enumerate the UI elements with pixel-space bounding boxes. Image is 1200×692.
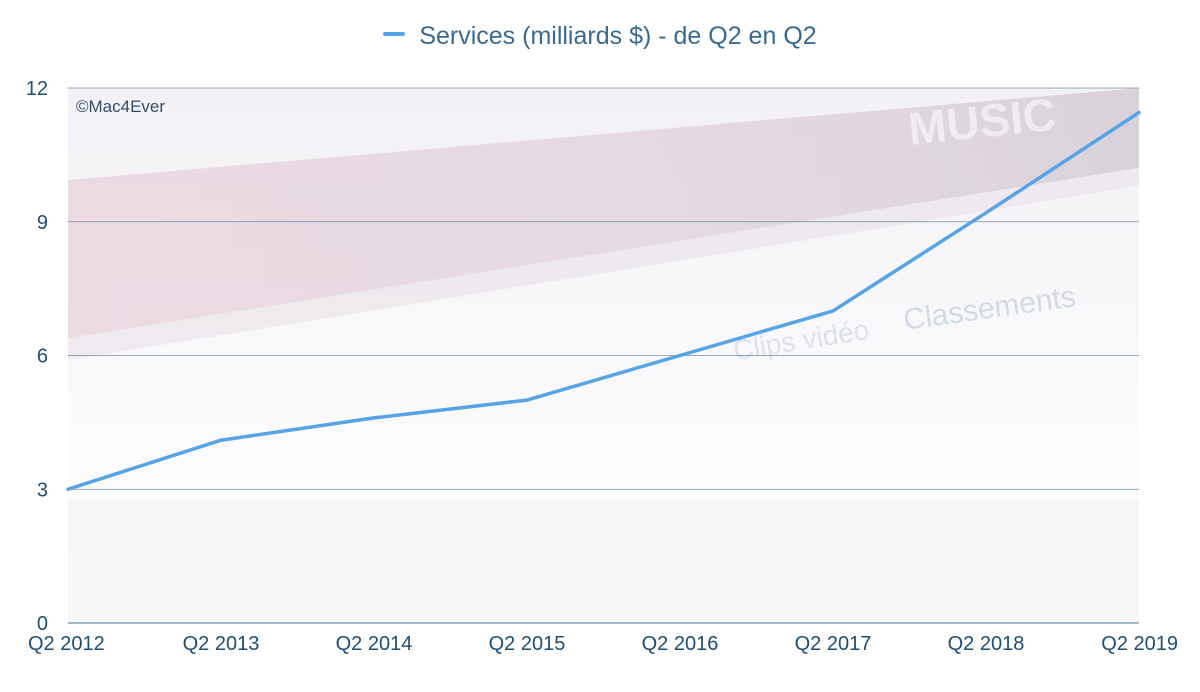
background-image: MUSIC Classements Clips vidéo — [68, 88, 1139, 623]
data-point[interactable] — [675, 351, 685, 361]
data-point[interactable] — [63, 484, 73, 494]
legend-swatch — [383, 32, 406, 37]
x-tick-label: Q2 2013 — [183, 633, 260, 655]
x-tick-label: Q2 2018 — [948, 633, 1025, 655]
y-tick-label: 3 — [37, 479, 48, 501]
x-tick-label: Q2 2017 — [795, 633, 872, 655]
data-point[interactable] — [522, 395, 532, 405]
data-point[interactable] — [1134, 108, 1144, 118]
watermark: ©Mac4Ever — [76, 97, 166, 116]
data-point[interactable] — [828, 306, 838, 316]
data-point[interactable] — [216, 435, 226, 445]
x-tick-label: Q2 2012 — [28, 633, 105, 655]
series-layer — [63, 108, 1144, 494]
y-tick-label: 6 — [37, 346, 48, 368]
chart-legend[interactable]: Services (milliards $) - de Q2 en Q2 — [0, 22, 1200, 51]
data-point[interactable] — [369, 413, 379, 423]
y-tick-label: 12 — [26, 78, 48, 100]
x-tick-label: Q2 2015 — [489, 633, 566, 655]
grid-lines — [68, 87, 1139, 624]
y-tick-label: 0 — [37, 613, 48, 635]
y-tick-label: 9 — [37, 212, 48, 234]
x-tick-label: Q2 2014 — [336, 633, 413, 655]
legend-label: Services (milliards $) - de Q2 en Q2 — [419, 22, 817, 50]
y-axis: 0 3 6 9 12 — [26, 78, 48, 635]
x-axis: Q2 2012 Q2 2013 Q2 2014 Q2 2015 Q2 2016 Q2 20… — [28, 633, 1178, 655]
data-point[interactable] — [981, 208, 991, 218]
x-tick-label: Q2 2019 — [1101, 633, 1178, 655]
series-line[interactable] — [66, 110, 1141, 491]
x-tick-label: Q2 2016 — [642, 633, 719, 655]
